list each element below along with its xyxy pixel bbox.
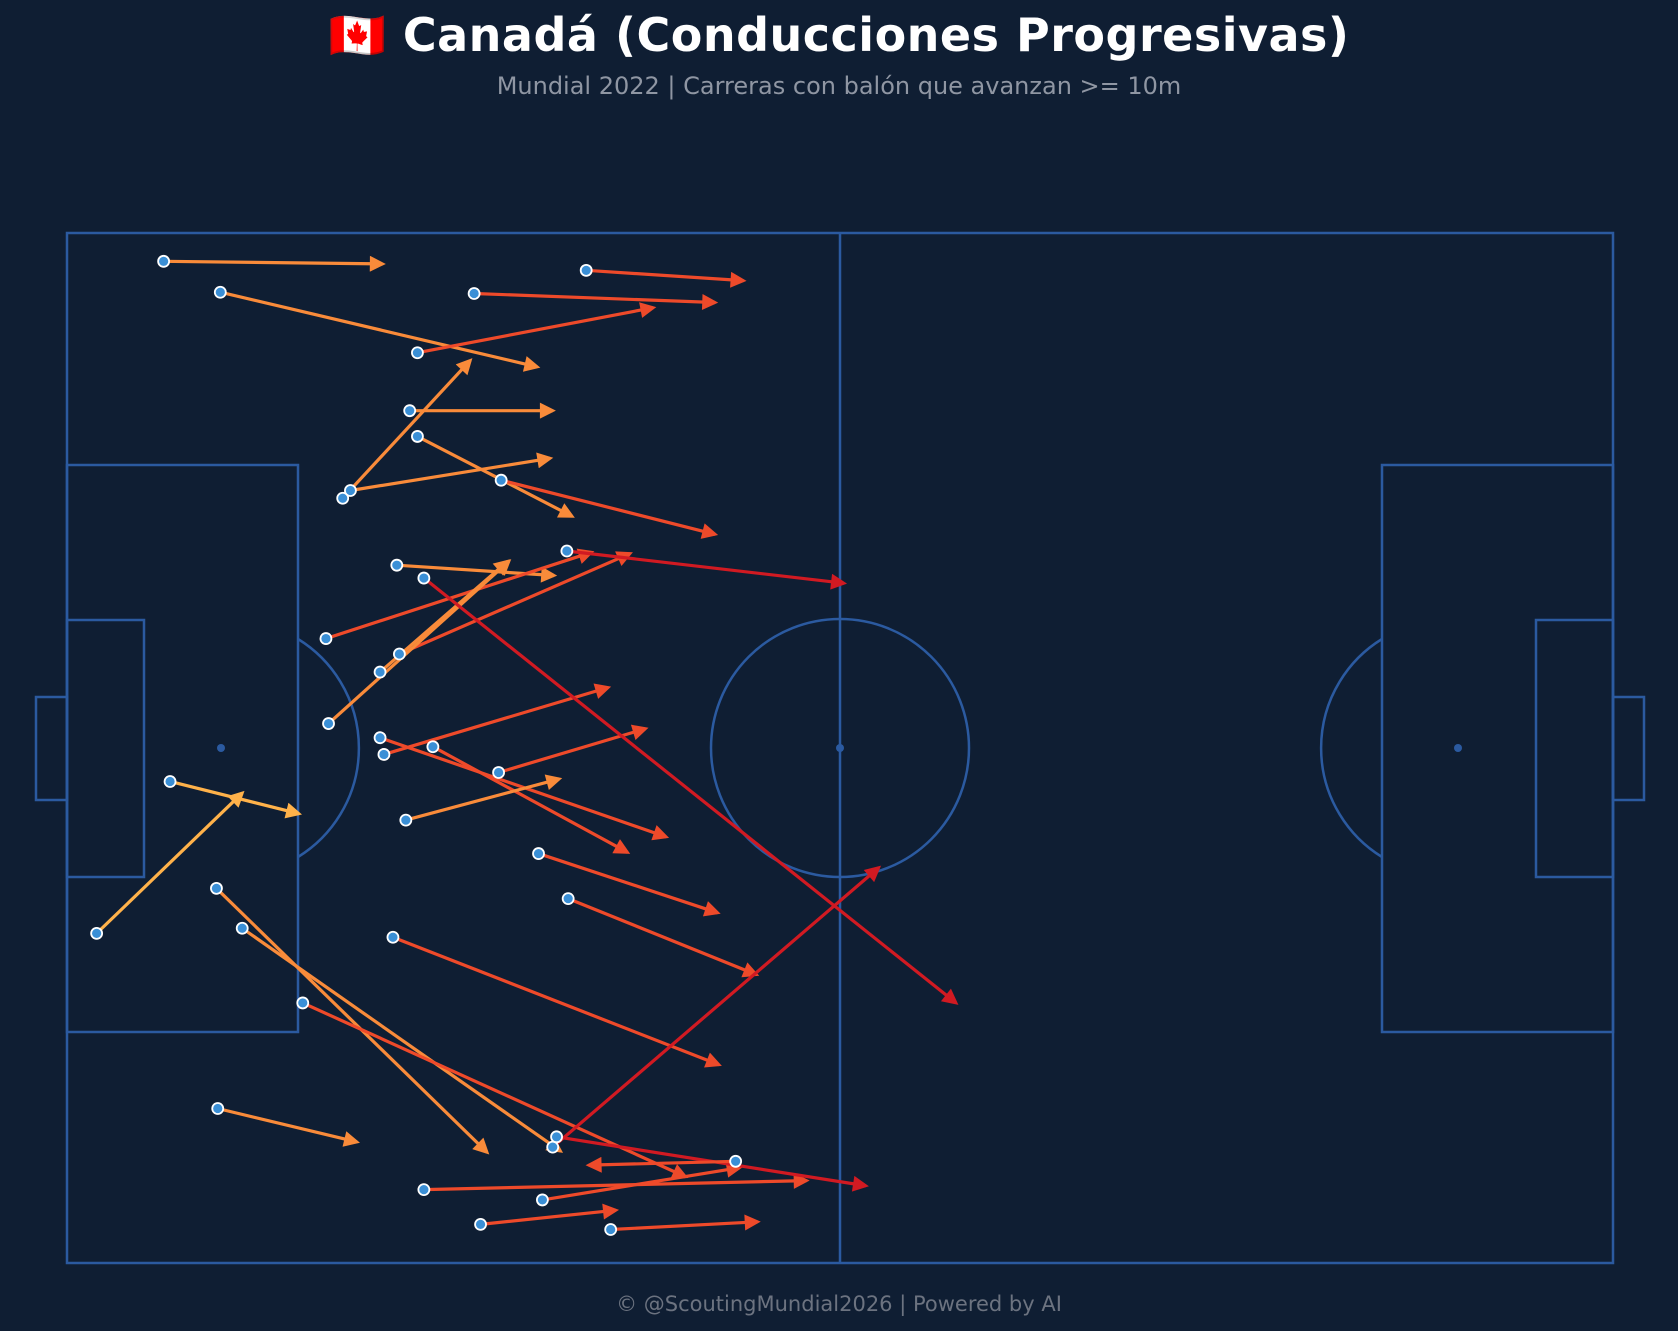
carry-start-point xyxy=(426,740,440,754)
start-markers-layer xyxy=(90,254,743,1236)
carry-start-point xyxy=(417,1183,431,1197)
carry-start-point xyxy=(729,1154,743,1168)
carry-start-point xyxy=(535,1193,549,1207)
carries-layer xyxy=(95,255,959,1232)
carry-arrow xyxy=(405,774,563,822)
carry-start-point xyxy=(373,665,387,679)
carry-start-point xyxy=(336,491,350,505)
carry-start-point xyxy=(411,430,424,443)
carry-arrow xyxy=(417,302,657,355)
carry-arrow xyxy=(474,291,719,311)
carry-arrow xyxy=(498,724,649,774)
left-penalty-area xyxy=(65,463,300,1034)
carry-arrow xyxy=(432,745,631,854)
carry-arrow xyxy=(422,576,959,1005)
right-goal xyxy=(1611,695,1646,802)
pitch-markings xyxy=(34,231,1646,1265)
carry-start-point xyxy=(560,544,574,558)
right-penalty-spot xyxy=(1454,744,1462,752)
carry-arrow xyxy=(586,268,747,288)
carry-arrow xyxy=(542,1161,743,1202)
carry-arrow xyxy=(551,865,882,1149)
carry-arrow xyxy=(341,358,473,500)
left-six-yard-box xyxy=(65,618,146,879)
carry-start-point xyxy=(235,921,249,935)
carry-arrow xyxy=(610,1214,761,1232)
carry-start-point xyxy=(322,717,335,730)
carry-start-point xyxy=(550,1130,563,1144)
carry-start-point xyxy=(561,892,575,906)
chart-subtitle: Mundial 2022 | Carreras con balón que av… xyxy=(496,72,1182,100)
carry-start-point xyxy=(403,404,417,418)
chart-title: 🇨🇦 Canadá (Conducciones Progresivas) xyxy=(328,8,1350,62)
carry-arrow xyxy=(480,1203,620,1226)
carry-start-point xyxy=(211,1102,225,1115)
carry-arrow xyxy=(350,452,554,493)
carry-arrow xyxy=(392,935,722,1068)
center-circle xyxy=(709,617,971,879)
carry-start-point xyxy=(296,996,310,1010)
carry-start-point xyxy=(210,881,223,895)
carry-start-point xyxy=(377,748,391,761)
carry-start-point xyxy=(546,1140,560,1154)
pitch-spots xyxy=(217,744,1462,752)
carry-start-point xyxy=(467,287,481,300)
left-penalty-arc xyxy=(297,637,361,859)
carry-arrow xyxy=(169,779,303,819)
left-goal xyxy=(34,695,69,802)
carry-arrow xyxy=(585,1156,736,1173)
carry-start-point xyxy=(390,558,404,572)
carry-start-point xyxy=(417,571,431,585)
carry-start-point xyxy=(579,263,593,277)
carry-arrow xyxy=(398,551,633,656)
carry-start-point xyxy=(392,647,406,661)
carry-arrow xyxy=(241,926,564,1153)
right-penalty-area xyxy=(1380,463,1615,1034)
carry-start-point xyxy=(492,766,505,779)
carry-start-point xyxy=(399,813,413,827)
carry-arrow xyxy=(325,548,595,641)
carry-arrow xyxy=(217,1106,360,1147)
carry-start-point xyxy=(157,254,171,268)
carry-start-point xyxy=(474,1217,487,1231)
carry-start-point xyxy=(386,930,400,944)
carry-arrow xyxy=(538,852,721,917)
carry-start-point xyxy=(213,285,227,299)
carry-start-point xyxy=(163,775,177,788)
carry-start-point xyxy=(319,632,333,645)
carry-start-point xyxy=(604,1223,618,1236)
carry-arrow xyxy=(95,790,245,935)
carry-arrow xyxy=(163,255,386,272)
left-penalty-spot xyxy=(217,744,225,752)
carry-arrow xyxy=(567,897,760,978)
carry-arrow xyxy=(566,549,848,590)
carry-arrow xyxy=(383,683,612,756)
carry-arrow xyxy=(500,478,719,539)
carry-start-point xyxy=(411,346,424,360)
carry-start-point xyxy=(373,731,387,745)
footer-credit: © @ScoutingMundial2026 | Powered by AI xyxy=(616,1292,1062,1316)
right-six-yard-box xyxy=(1534,618,1615,879)
carry-start-point xyxy=(344,484,357,497)
carry-arrow xyxy=(327,559,512,725)
carry-start-point xyxy=(532,847,545,860)
carry-start-point xyxy=(494,473,508,487)
carry-arrow xyxy=(215,887,490,1155)
carry-arrow xyxy=(416,435,575,518)
carry-arrow xyxy=(423,1172,810,1192)
carry-arrow xyxy=(219,290,541,372)
center-spot xyxy=(836,744,844,752)
carry-start-point xyxy=(90,927,104,940)
right-penalty-arc xyxy=(1319,637,1383,859)
